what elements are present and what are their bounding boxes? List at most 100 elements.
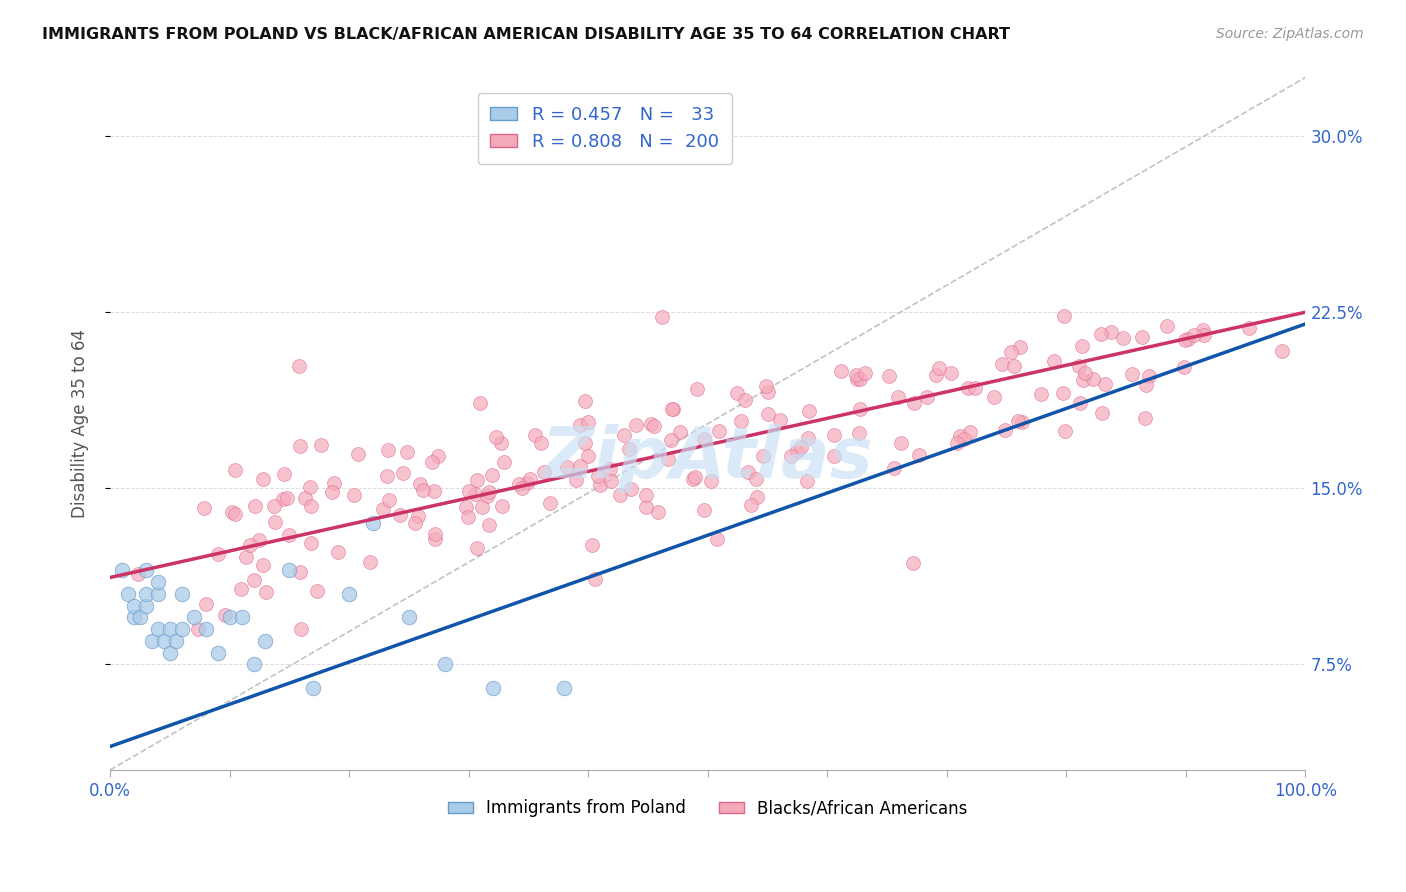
Point <box>478 517 501 532</box>
Point <box>1156 319 1178 334</box>
Point <box>751 449 773 463</box>
Point <box>786 443 808 458</box>
Point <box>693 433 716 447</box>
Point <box>706 533 728 547</box>
Point <box>423 532 446 546</box>
Point <box>1133 410 1156 425</box>
Point <box>235 549 257 564</box>
Point <box>599 462 621 476</box>
Point <box>409 476 432 491</box>
Point <box>129 610 152 624</box>
Point <box>117 587 139 601</box>
Point <box>122 599 145 613</box>
Point <box>398 610 420 624</box>
Legend: Immigrants from Poland, Blacks/African Americans: Immigrants from Poland, Blacks/African A… <box>441 793 974 824</box>
Point <box>769 413 792 427</box>
Point <box>245 499 267 513</box>
Point <box>271 491 294 506</box>
Point <box>159 646 181 660</box>
Point <box>823 449 845 463</box>
Point <box>288 565 311 579</box>
Point <box>524 427 547 442</box>
Point <box>692 503 714 517</box>
Point <box>146 622 169 636</box>
Point <box>359 555 381 569</box>
Point <box>928 360 950 375</box>
Text: ZipAtlas: ZipAtlas <box>541 424 873 493</box>
Point <box>464 486 486 500</box>
Point <box>263 499 285 513</box>
Point <box>1182 328 1205 343</box>
Point <box>194 622 217 636</box>
Point <box>581 538 603 552</box>
Point <box>457 510 479 524</box>
Point <box>952 432 974 446</box>
Point <box>141 633 163 648</box>
Point <box>337 587 360 601</box>
Point <box>224 462 246 476</box>
Point <box>470 396 492 410</box>
Point <box>1073 366 1095 380</box>
Point <box>747 491 769 505</box>
Point <box>146 587 169 601</box>
Point <box>538 496 561 510</box>
Point <box>991 357 1014 371</box>
Point <box>651 310 673 324</box>
Point <box>243 573 266 587</box>
Point <box>959 425 981 439</box>
Point <box>756 407 779 421</box>
Point <box>533 465 555 479</box>
Point <box>294 491 316 505</box>
Point <box>396 445 419 459</box>
Point <box>883 461 905 475</box>
Point <box>939 366 962 380</box>
Point <box>779 450 801 464</box>
Point <box>465 473 488 487</box>
Point <box>377 443 399 458</box>
Point <box>1043 354 1066 368</box>
Point <box>574 436 596 450</box>
Point <box>298 480 321 494</box>
Point <box>433 657 456 672</box>
Point <box>1112 331 1135 345</box>
Point <box>323 475 346 490</box>
Point <box>917 390 939 404</box>
Point <box>849 402 872 417</box>
Point <box>849 371 872 385</box>
Point <box>229 582 252 597</box>
Point <box>609 488 631 502</box>
Point <box>555 460 578 475</box>
Point <box>617 442 640 456</box>
Point <box>636 488 658 502</box>
Point <box>273 467 295 481</box>
Point <box>238 538 260 552</box>
Point <box>423 526 446 541</box>
Point <box>965 381 987 395</box>
Point <box>135 587 157 601</box>
Point <box>214 608 236 623</box>
Point <box>519 472 541 486</box>
Point <box>361 516 384 531</box>
Point <box>586 468 609 483</box>
Point <box>901 556 924 570</box>
Point <box>252 473 274 487</box>
Point <box>195 597 218 611</box>
Point <box>661 433 683 447</box>
Point <box>925 368 948 382</box>
Point <box>903 396 925 410</box>
Point <box>276 491 298 505</box>
Point <box>569 418 592 433</box>
Point <box>565 473 588 487</box>
Point <box>302 681 325 695</box>
Point <box>491 499 513 513</box>
Point <box>392 466 415 480</box>
Point <box>299 536 322 550</box>
Point <box>1002 359 1025 373</box>
Point <box>908 448 931 462</box>
Point <box>589 478 612 492</box>
Point <box>135 599 157 613</box>
Point <box>492 455 515 469</box>
Point <box>600 474 623 488</box>
Point <box>553 681 575 695</box>
Point <box>756 385 779 400</box>
